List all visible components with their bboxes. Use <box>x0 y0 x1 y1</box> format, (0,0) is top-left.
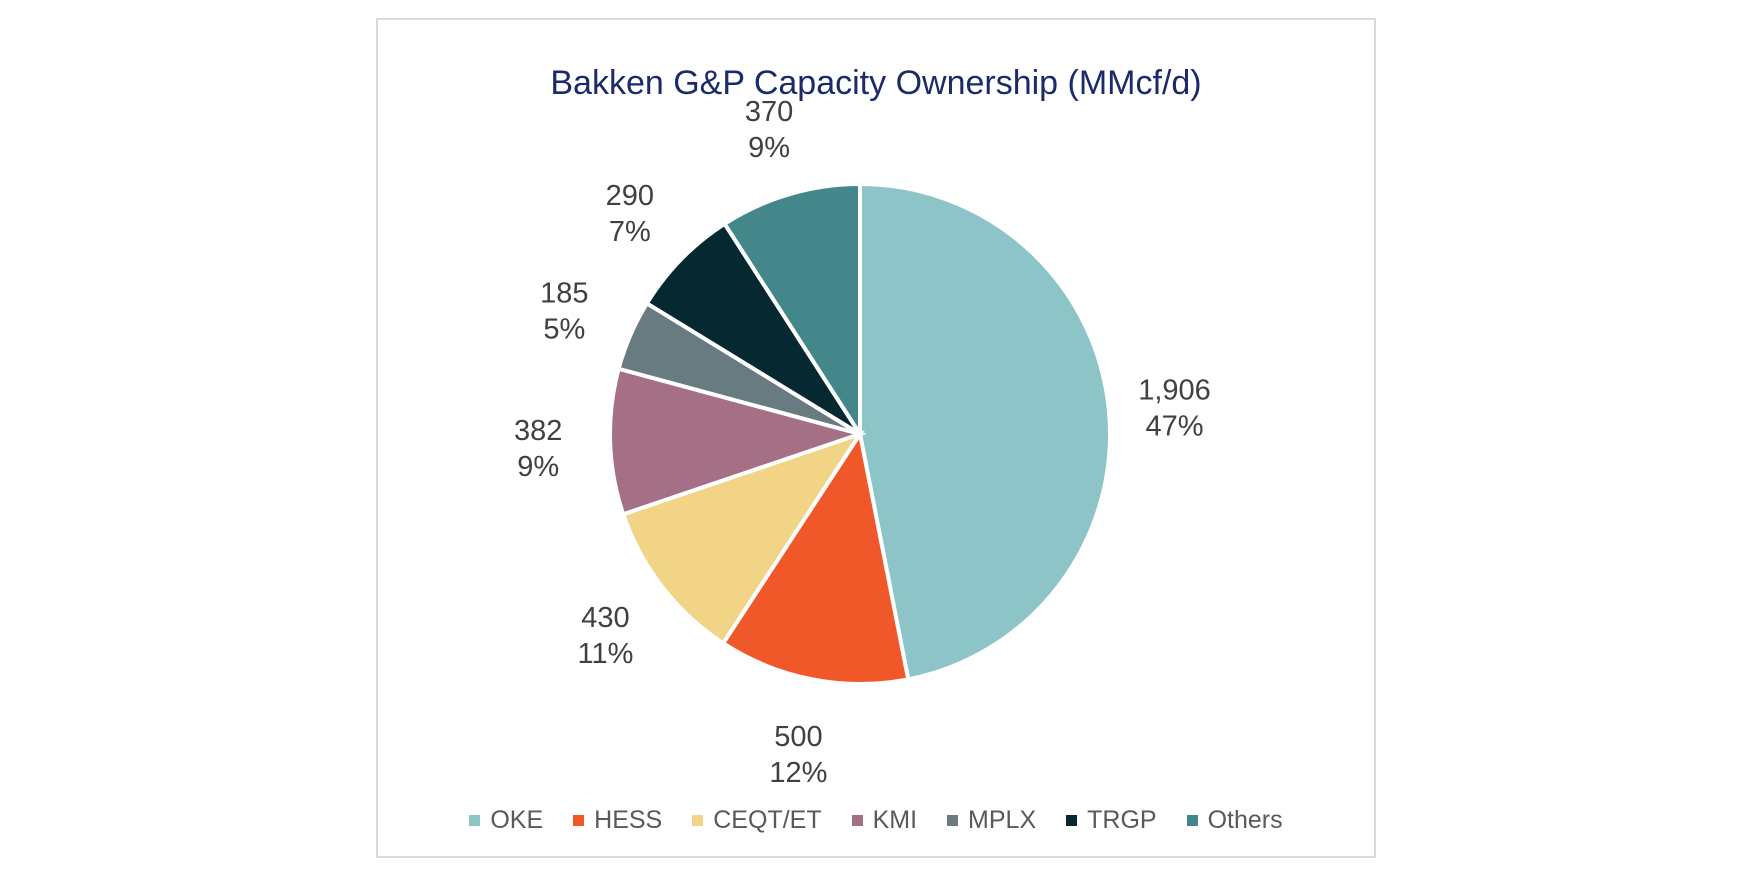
slice-value-label: 430 <box>581 602 629 634</box>
legend-item: Others <box>1186 806 1283 835</box>
chart-legend: OKE HESS CEQT/ET KMI MPLX TRGP Others <box>378 806 1374 835</box>
slice-value-label: 185 <box>540 278 588 310</box>
slice-percent-label: 7% <box>609 216 651 248</box>
legend-label: OKE <box>490 806 544 834</box>
legend-swatch <box>692 815 704 826</box>
slice-percent-label: 11% <box>578 638 634 670</box>
chart-frame: Bakken G&P Capacity Ownership (MMcf/d) 1… <box>376 18 1376 858</box>
pie-slice-others <box>721 181 862 441</box>
pie-slice-hess <box>720 428 911 686</box>
pie-slice-ceqt-et <box>620 430 865 647</box>
legend-item: CEQT/ET <box>692 806 822 835</box>
legend-item: HESS <box>573 806 662 835</box>
slice-percent-label: 9% <box>748 132 790 164</box>
slice-value-label: 382 <box>514 415 562 447</box>
legend-swatch <box>851 815 863 826</box>
legend-item: MPLX <box>947 806 1036 835</box>
pie-chart: 1,906 47% 500 12% 430 11% 382 9% 185 5% 290 7% 370 9% <box>514 96 1211 789</box>
legend-label: HESS <box>594 806 663 834</box>
slice-percent-label: 47% <box>1145 410 1203 442</box>
legend-label: Others <box>1207 806 1283 834</box>
legend-label: KMI <box>872 806 918 834</box>
pie-slice-trgp <box>644 221 862 436</box>
legend-item: TRGP <box>1066 806 1157 835</box>
legend-swatch <box>1066 815 1078 826</box>
legend-label: TRGP <box>1087 806 1157 834</box>
slice-value-label: 1,906 <box>1138 374 1211 406</box>
slice-value-label: 500 <box>774 721 822 753</box>
slice-percent-label: 5% <box>543 314 585 346</box>
legend-swatch <box>1186 815 1198 826</box>
legend-item: OKE <box>469 806 543 835</box>
slice-value-label: 290 <box>606 180 654 212</box>
legend-swatch <box>947 815 959 826</box>
pie-slice-oke <box>858 181 1112 682</box>
legend-swatch <box>469 815 481 826</box>
legend-label: CEQT/ET <box>713 806 822 834</box>
pie-slice-kmi <box>608 366 867 517</box>
slice-value-label: 370 <box>745 96 793 128</box>
legend-label: MPLX <box>968 806 1037 834</box>
slice-percent-label: 9% <box>517 451 559 483</box>
slice-percent-label: 12% <box>769 757 827 789</box>
legend-item: KMI <box>851 806 918 835</box>
chart-title: Bakken G&P Capacity Ownership (MMcf/d) <box>550 64 1202 102</box>
legend-swatch <box>573 815 585 826</box>
